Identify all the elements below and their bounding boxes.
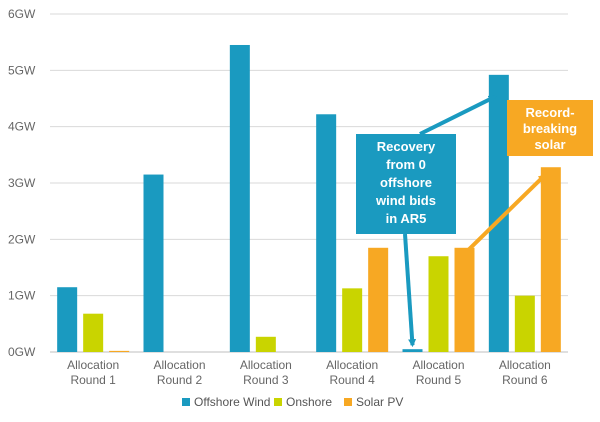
annotation-text: solar [534, 137, 565, 152]
x-tick-label: Round 3 [243, 373, 289, 387]
legend-swatch [182, 398, 190, 406]
bar-solar-pv [109, 350, 130, 352]
x-tick-label: Allocation [240, 358, 292, 372]
bar-onshore [428, 256, 449, 352]
x-tick-label: Allocation [326, 358, 378, 372]
bar-offshore-wind [488, 74, 509, 352]
legend-label: Offshore Wind [194, 395, 270, 409]
y-axis-ticks: 0GW 1GW 2GW 3GW 4GW 5GW 6GW [8, 7, 36, 359]
x-tick-label: Allocation [412, 358, 464, 372]
y-tick-label: 4GW [8, 120, 36, 134]
x-tick-label: Allocation [499, 358, 551, 372]
x-tick-label: Allocation [153, 358, 205, 372]
x-tick-label: Round 2 [157, 373, 203, 387]
bar-onshore [83, 313, 104, 352]
annotation-text: from 0 [386, 157, 426, 172]
bar-solar-pv [368, 247, 389, 352]
annotation-arrow [419, 95, 497, 136]
bar-solar-pv [454, 247, 475, 352]
legend-swatch [274, 398, 282, 406]
annotation-text: breaking [523, 121, 577, 136]
legend-swatch [344, 398, 352, 406]
annotation-box-solar [507, 100, 593, 156]
y-tick-label: 3GW [8, 176, 36, 190]
bar-solar-pv [540, 167, 561, 352]
bar-onshore [342, 288, 363, 352]
bar-offshore-wind [229, 44, 250, 352]
y-tick-label: 5GW [8, 63, 36, 77]
x-tick-label: Round 4 [329, 373, 375, 387]
annotation-text: offshore [380, 175, 432, 190]
annotations: Recovery from 0 offshore wind bids in AR5 Rec… [356, 95, 593, 348]
bar-onshore [514, 295, 535, 352]
x-tick-label: Round 5 [416, 373, 462, 387]
y-tick-label: 6GW [8, 7, 36, 21]
legend-label: Onshore [286, 395, 332, 409]
gridlines [50, 13, 568, 353]
x-tick-label: Round 6 [502, 373, 548, 387]
bar-offshore-wind [316, 114, 337, 352]
annotation-arrow [467, 173, 547, 252]
annotation-text: in AR5 [386, 211, 427, 226]
x-tick-label: Allocation [67, 358, 119, 372]
bar-offshore-wind [402, 349, 423, 352]
y-tick-label: 0GW [8, 345, 36, 359]
annotation-arrow [403, 233, 417, 348]
annotation-box-recovery [356, 134, 456, 234]
legend-label: Solar PV [356, 395, 403, 409]
annotation-text: Recovery [377, 139, 436, 154]
bar-offshore-wind [143, 174, 164, 352]
annotation-text: wind bids [375, 193, 436, 208]
bars [57, 44, 561, 352]
y-tick-label: 2GW [8, 232, 36, 246]
y-tick-label: 1GW [8, 289, 36, 303]
annotation-text: Record- [525, 105, 574, 120]
bar-onshore [255, 336, 276, 352]
x-tick-label: Round 1 [70, 373, 116, 387]
bar-offshore-wind [57, 287, 78, 352]
legend: Offshore Wind Onshore Solar PV [182, 395, 403, 409]
